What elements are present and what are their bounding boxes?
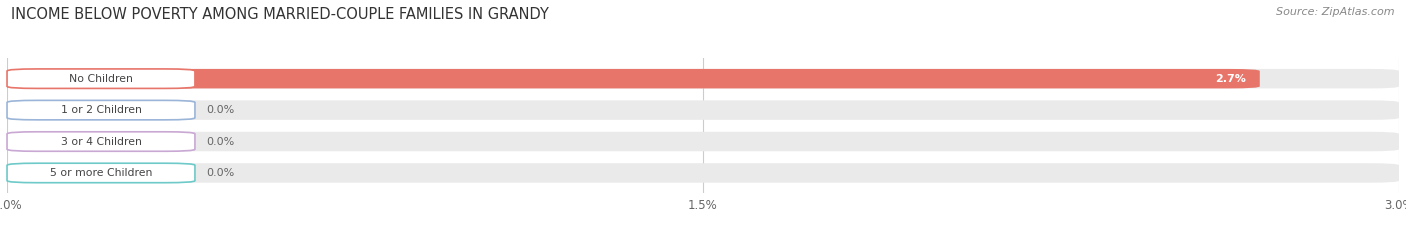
FancyBboxPatch shape bbox=[7, 69, 1399, 88]
FancyBboxPatch shape bbox=[7, 100, 188, 120]
FancyBboxPatch shape bbox=[7, 163, 188, 183]
FancyBboxPatch shape bbox=[7, 132, 188, 151]
Text: 5 or more Children: 5 or more Children bbox=[49, 168, 152, 178]
Text: 0.0%: 0.0% bbox=[207, 168, 235, 178]
FancyBboxPatch shape bbox=[7, 69, 1260, 88]
FancyBboxPatch shape bbox=[7, 100, 1399, 120]
Text: 0.0%: 0.0% bbox=[207, 137, 235, 147]
FancyBboxPatch shape bbox=[7, 163, 1399, 183]
Text: 3 or 4 Children: 3 or 4 Children bbox=[60, 137, 142, 147]
FancyBboxPatch shape bbox=[7, 100, 195, 120]
Text: Source: ZipAtlas.com: Source: ZipAtlas.com bbox=[1277, 7, 1395, 17]
FancyBboxPatch shape bbox=[7, 163, 195, 183]
FancyBboxPatch shape bbox=[7, 69, 195, 88]
FancyBboxPatch shape bbox=[7, 132, 1399, 151]
Text: No Children: No Children bbox=[69, 74, 134, 84]
Text: 1 or 2 Children: 1 or 2 Children bbox=[60, 105, 142, 115]
FancyBboxPatch shape bbox=[7, 132, 195, 151]
Text: 2.7%: 2.7% bbox=[1215, 74, 1246, 84]
Text: INCOME BELOW POVERTY AMONG MARRIED-COUPLE FAMILIES IN GRANDY: INCOME BELOW POVERTY AMONG MARRIED-COUPL… bbox=[11, 7, 550, 22]
Text: 0.0%: 0.0% bbox=[207, 105, 235, 115]
